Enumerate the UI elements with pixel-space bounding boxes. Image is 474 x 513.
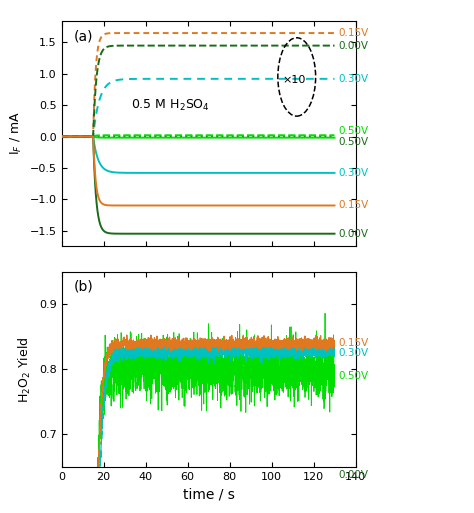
- X-axis label: time / s: time / s: [182, 487, 235, 501]
- Text: 0.50V: 0.50V: [339, 137, 369, 147]
- Text: 0.15V: 0.15V: [339, 339, 369, 348]
- Y-axis label: H$_2$O$_2$ Yield: H$_2$O$_2$ Yield: [18, 336, 34, 403]
- Text: 0.30V: 0.30V: [339, 348, 369, 358]
- Y-axis label: I$_F$ / mA: I$_F$ / mA: [9, 111, 24, 155]
- Text: 0.5 M H$_2$SO$_4$: 0.5 M H$_2$SO$_4$: [131, 97, 210, 113]
- Text: 0.00V: 0.00V: [339, 41, 369, 51]
- Text: 0.15V: 0.15V: [339, 28, 369, 38]
- Text: 0.00V: 0.00V: [339, 229, 369, 239]
- Text: 0.30V: 0.30V: [339, 74, 369, 84]
- Text: 0.30V: 0.30V: [339, 168, 369, 178]
- Text: (a): (a): [73, 30, 93, 44]
- Text: 0.50V: 0.50V: [339, 127, 369, 136]
- Text: (b): (b): [73, 280, 93, 293]
- Text: 0.00V: 0.00V: [339, 469, 369, 480]
- Text: ×10: ×10: [283, 75, 306, 85]
- Text: 0.50V: 0.50V: [339, 371, 369, 381]
- Text: 0.15V: 0.15V: [339, 201, 369, 210]
